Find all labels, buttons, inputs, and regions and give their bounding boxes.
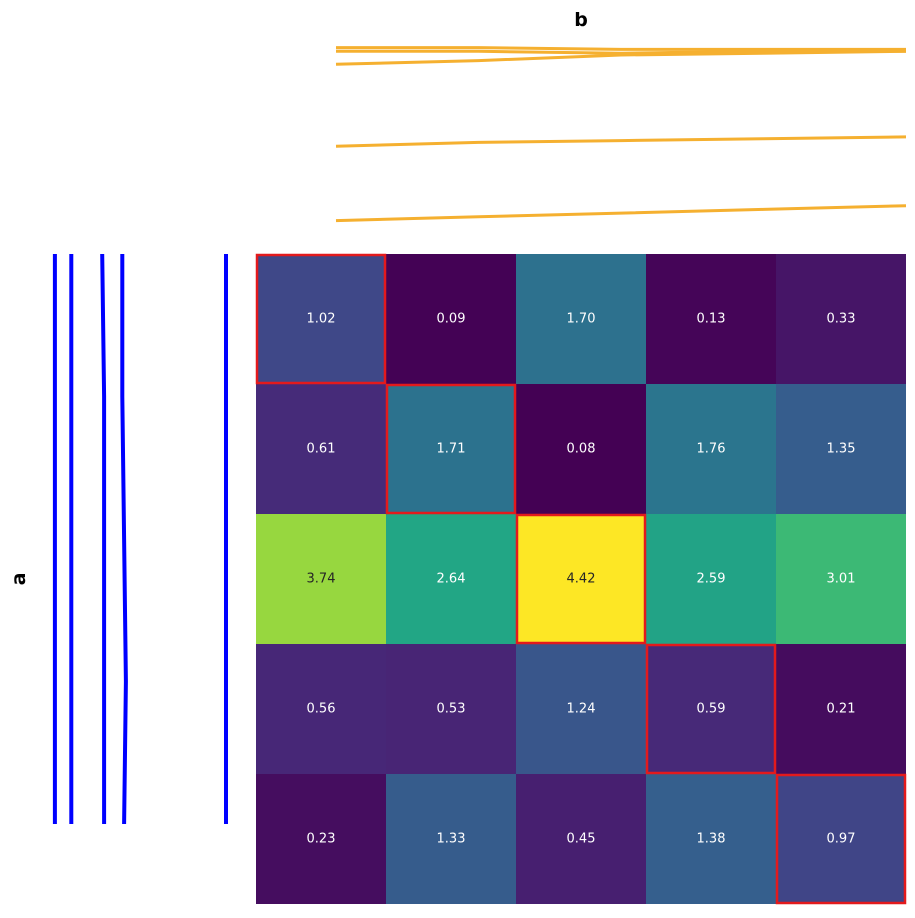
highlight-box — [385, 383, 517, 515]
heatmap-cell-label: 0.45 — [567, 832, 596, 847]
heatmap-cell — [256, 774, 386, 904]
heatmap-cell — [256, 384, 386, 514]
heatmap-cell — [646, 644, 776, 774]
heatmap-cell — [386, 514, 516, 644]
heatmap-cell-label: 1.33 — [437, 832, 466, 847]
heatmap-cell — [386, 254, 516, 384]
heatmap-cell-label: 0.97 — [827, 832, 856, 847]
left-dendrogram — [52, 253, 228, 825]
heatmap-cell — [386, 644, 516, 774]
heatmap-cell — [386, 384, 516, 514]
heatmap-cell-label: 2.64 — [437, 572, 466, 587]
top-dendrogram-line — [336, 49, 906, 55]
heatmap-cell — [516, 384, 646, 514]
heatmap-cell-label: 1.76 — [697, 442, 726, 457]
heatmap-cell — [516, 514, 646, 644]
highlight-box — [645, 643, 777, 775]
highlight-box — [775, 773, 907, 905]
heatmap-cell — [776, 644, 906, 774]
heatmap-cell — [776, 774, 906, 904]
heatmap-cell-label: 0.33 — [827, 312, 856, 327]
heatmap-cell-label: 1.71 — [437, 442, 466, 457]
top-dendrogram-line — [335, 204, 907, 223]
highlight-box — [255, 253, 387, 385]
top-dendrogram-line — [335, 135, 907, 148]
x-axis-label: b — [574, 9, 588, 31]
heatmap-cell-label: 0.08 — [567, 442, 596, 457]
heatmap-cell — [386, 774, 516, 904]
highlight-box — [515, 513, 647, 645]
heatmap-cell-label: 1.24 — [567, 702, 596, 717]
heatmap-cell-label: 1.70 — [567, 312, 596, 327]
heatmap-cell-label: 0.21 — [827, 702, 856, 717]
heatmap-cell — [776, 384, 906, 514]
diagonal-highlights — [255, 253, 907, 905]
heatmap-cell-label: 0.56 — [307, 702, 336, 717]
heatmap-cell-label: 4.42 — [567, 572, 596, 587]
heatmap-cell — [776, 254, 906, 384]
heatmap-cell-label: 2.59 — [697, 572, 726, 587]
heatmap-cell — [256, 254, 386, 384]
heatmap-cell-label: 0.59 — [697, 702, 726, 717]
top-dendrogram-line — [336, 46, 906, 51]
heatmap-cell-label: 0.09 — [437, 312, 466, 327]
top-dendrogram — [335, 46, 907, 223]
heatmap: 1.02 0.09 1.70 0.13 0.33 0.61 1.71 0.08 1.76 1.35… — [256, 254, 906, 904]
heatmap-cell-label: 0.53 — [437, 702, 466, 717]
heatmap-cell — [646, 514, 776, 644]
heatmap-cell-label: 1.02 — [307, 312, 336, 327]
heatmap-cell-label: 1.35 — [827, 442, 856, 457]
heatmap-cell-label: 3.01 — [827, 572, 856, 587]
heatmap-cell — [516, 254, 646, 384]
y-axis-label: a — [8, 573, 30, 586]
left-dendrogram-line — [100, 253, 107, 824]
heatmap-cell — [776, 514, 906, 644]
heatmap-cell — [516, 644, 646, 774]
heatmap-cell-label: 0.61 — [307, 442, 336, 457]
heatmap-cell-label: 0.13 — [697, 312, 726, 327]
heatmap-cell-label: 0.23 — [307, 832, 336, 847]
heatmap-cell-label: 1.38 — [697, 832, 726, 847]
heatmap-cell — [256, 644, 386, 774]
heatmap-cell — [646, 384, 776, 514]
heatmap-cell — [256, 514, 386, 644]
heatmap-cell — [516, 774, 646, 904]
heatmap-cell — [646, 774, 776, 904]
heatmap-cell-label: 3.74 — [307, 572, 336, 587]
heatmap-cell — [646, 254, 776, 384]
left-dendrogram-line — [120, 254, 128, 825]
